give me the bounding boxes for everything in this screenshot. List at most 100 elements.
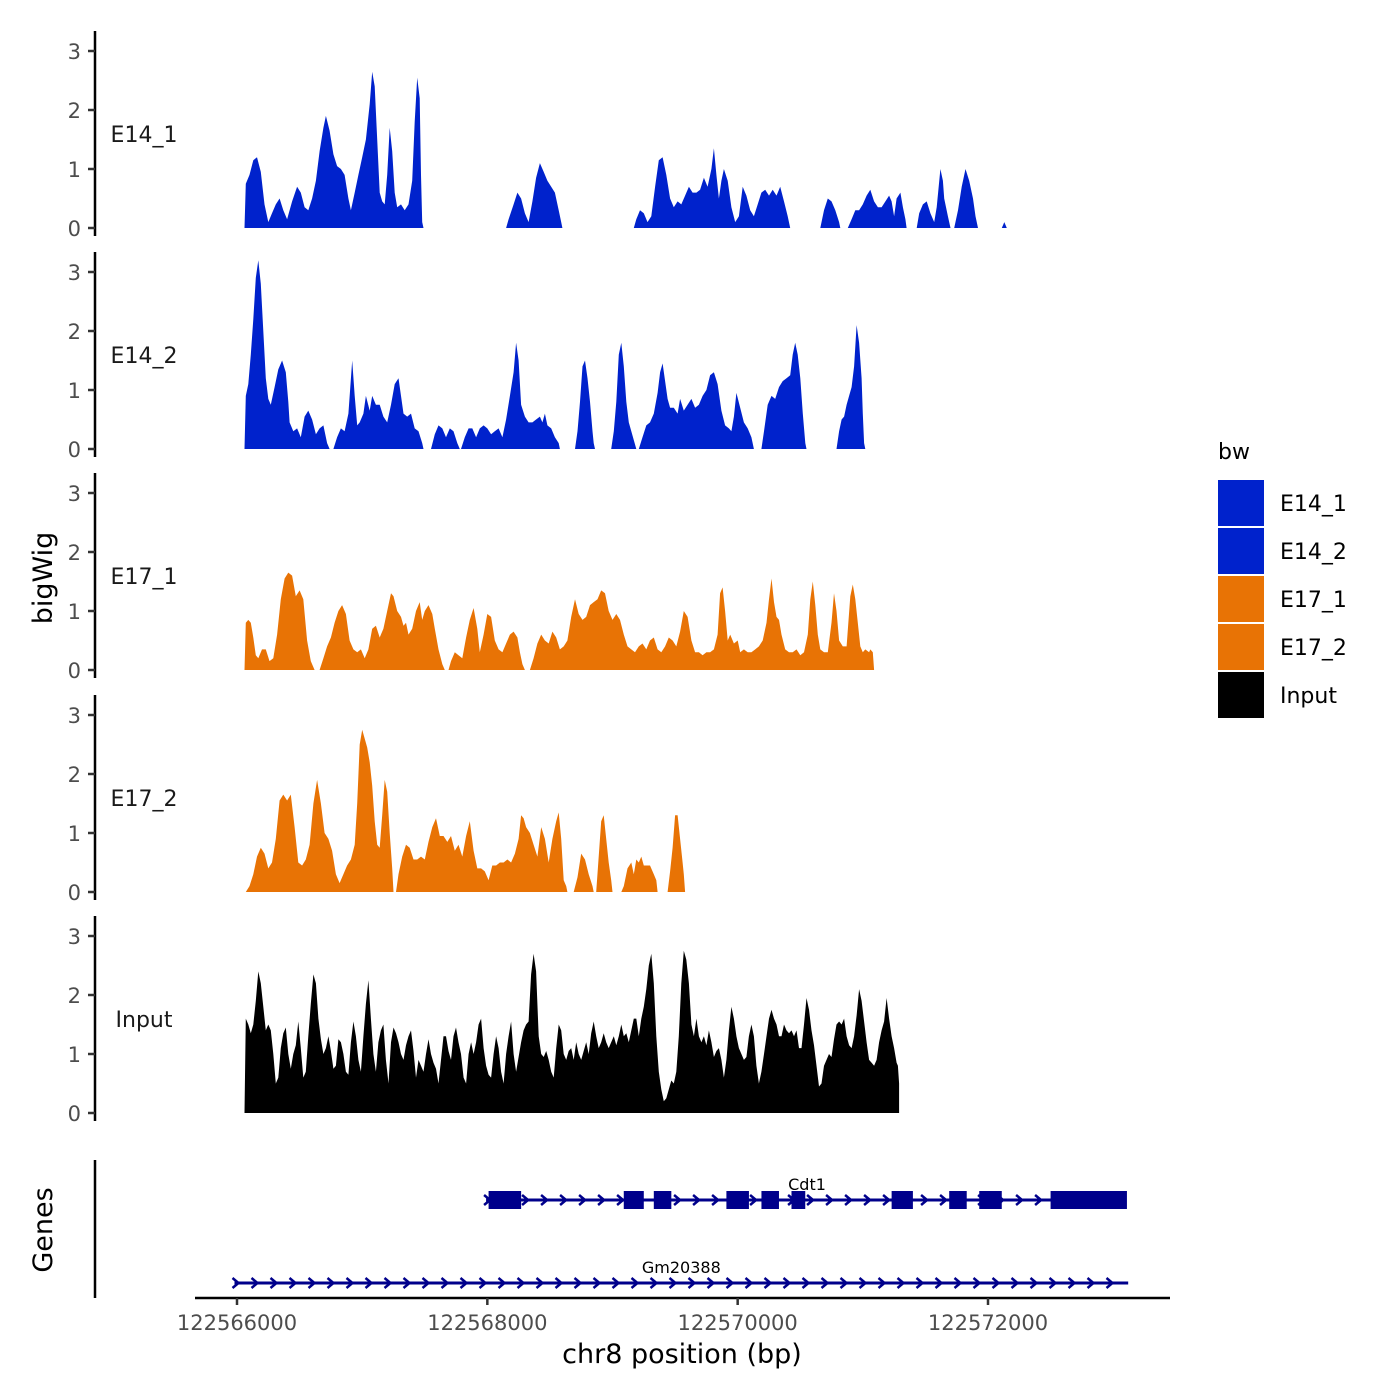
strand-arrow (782, 1277, 792, 1289)
y-tick-label: 1 (68, 600, 81, 624)
strand-arrow (250, 1277, 260, 1289)
strand-arrow (1010, 1277, 1020, 1289)
strand-arrow (839, 1277, 849, 1289)
x-axis: 122566000 122568000 122570000 122572000 (177, 1296, 1170, 1335)
strand-arrow (616, 1194, 626, 1206)
y-tick-label: 0 (68, 217, 81, 241)
strand-arrow (559, 1194, 569, 1206)
strand-arrow (554, 1277, 564, 1289)
strand-arrow (825, 1194, 835, 1206)
strand-arrow (858, 1277, 868, 1289)
strand-arrow (649, 1277, 659, 1289)
strand-arrow (763, 1277, 773, 1289)
track-e14-2: 0 1 2 3 E14_2 (68, 252, 866, 462)
strand-arrow (939, 1194, 949, 1206)
strand-arrow (877, 1277, 887, 1289)
strand-arrow (269, 1277, 279, 1289)
exon (1050, 1191, 1127, 1209)
legend-label-e14-2: E14_2 (1280, 540, 1347, 565)
strand-arrow (364, 1277, 374, 1289)
genes-axis-label: Genes (28, 1187, 59, 1272)
y-tick-label: 3 (68, 40, 81, 64)
strand-arrow (630, 1277, 640, 1289)
y-tick-label: 1 (68, 1043, 81, 1067)
legend: bw E14_1 E14_2 E17_1 E17_2 Input (1218, 440, 1347, 718)
strand-arrow (706, 1277, 716, 1289)
exon (653, 1191, 672, 1209)
y-tick-label: 0 (68, 659, 81, 683)
strand-arrow (459, 1277, 469, 1289)
strand-arrow (573, 1277, 583, 1289)
y-tick-label: 0 (68, 881, 81, 905)
area-e14-2 (244, 260, 866, 449)
strand-arrow (711, 1194, 721, 1206)
y-tick-label: 1 (68, 822, 81, 846)
area-e17-1 (244, 572, 875, 670)
strand-arrow (882, 1194, 892, 1206)
gene-cdt1: Cdt1 (483, 1175, 1127, 1209)
legend-label-e17-1: E17_1 (1280, 588, 1347, 613)
x-axis-label: chr8 position (bp) (562, 1339, 802, 1370)
gene-label: Gm20388 (642, 1258, 721, 1277)
strand-arrow (611, 1277, 621, 1289)
strand-arrow (1086, 1277, 1096, 1289)
strand-arrow (578, 1194, 588, 1206)
x-tick-label: 122572000 (928, 1311, 1048, 1335)
strand-arrow (692, 1194, 702, 1206)
strand-arrow (402, 1277, 412, 1289)
track-input: 0 1 2 3 Input (68, 916, 900, 1126)
strand-arrow (440, 1277, 450, 1289)
strand-arrow (231, 1277, 241, 1289)
strand-arrow (1048, 1277, 1058, 1289)
y-tick-label: 2 (68, 763, 81, 787)
exon (623, 1191, 644, 1209)
y-tick-label: 1 (68, 379, 81, 403)
track-label-e14-1: E14_1 (111, 123, 178, 148)
strand-arrow (1015, 1194, 1025, 1206)
strand-arrow (920, 1194, 930, 1206)
strand-arrow (521, 1194, 531, 1206)
x-tick-label: 122568000 (427, 1311, 547, 1335)
strand-arrow (972, 1277, 982, 1289)
track-label-e17-1: E17_1 (111, 565, 178, 590)
track-label-input: Input (116, 1008, 173, 1033)
strand-arrow (749, 1194, 759, 1206)
exon (488, 1191, 522, 1209)
gene-gm20388: Gm20388 (231, 1258, 1129, 1289)
strand-arrow (421, 1277, 431, 1289)
strand-arrow (1029, 1277, 1039, 1289)
exon (979, 1191, 1002, 1209)
strand-arrow (540, 1194, 550, 1206)
strand-arrow (326, 1277, 336, 1289)
strand-arrow (592, 1277, 602, 1289)
exon (949, 1191, 967, 1209)
strand-arrow (673, 1194, 683, 1206)
strand-arrow (953, 1277, 963, 1289)
gene-label: Cdt1 (788, 1175, 826, 1194)
area-e17-2 (245, 729, 686, 892)
area-e14-1 (244, 71, 1007, 228)
strand-arrow (1105, 1277, 1115, 1289)
y-tick-label: 3 (68, 261, 81, 285)
y-tick-label: 3 (68, 925, 81, 949)
y-tick-label: 2 (68, 541, 81, 565)
strand-arrow (1067, 1277, 1077, 1289)
y-tick-label: 0 (68, 1102, 81, 1126)
y-tick-label: 2 (68, 320, 81, 344)
gene-track: Cdt1 Gm20388 (93, 1160, 1129, 1298)
y-tick-label: 3 (68, 482, 81, 506)
signal-tracks: 0 1 2 3 E14_1 0 1 2 3 E14_2 0 1 2 3 E17_1 0 1 2 3 E17_2 0 1 2 3… (68, 31, 1007, 1126)
strand-arrow (668, 1277, 678, 1289)
strand-arrow (991, 1277, 1001, 1289)
legend-title: bw (1218, 440, 1250, 465)
strand-arrow (744, 1277, 754, 1289)
strand-arrow (597, 1194, 607, 1206)
strand-arrow (915, 1277, 925, 1289)
area-input (244, 950, 900, 1113)
strand-arrow (844, 1194, 854, 1206)
strand-arrow (535, 1277, 545, 1289)
exon (726, 1191, 749, 1209)
y-tick-label: 2 (68, 984, 81, 1008)
strand-arrow (820, 1277, 830, 1289)
y-tick-label: 1 (68, 158, 81, 182)
